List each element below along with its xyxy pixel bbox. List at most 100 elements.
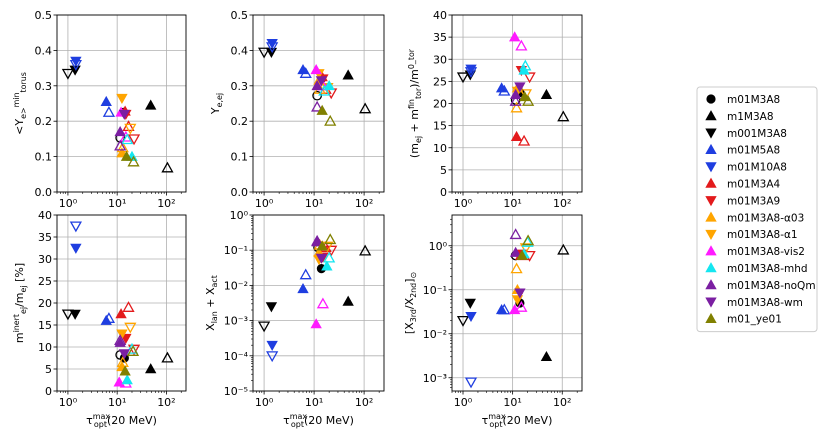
- panel-mass-sum: 10⁰ 10¹ 10² 0 5 10 15 20 25 30 35 40 (mej + mfintor)…: [407, 9, 583, 210]
- legend-marker: [705, 229, 717, 241]
- legend-marker: [705, 245, 717, 256]
- data-point: [359, 244, 372, 256]
- x-tick-label: 10⁰: [59, 197, 78, 210]
- x-axis-label: τmax opt(20 MeV): [283, 412, 354, 429]
- data-point: [519, 59, 532, 71]
- data-point: [498, 303, 511, 315]
- legend-entry: m001M3A8: [705, 128, 787, 140]
- data-point: [315, 76, 328, 87]
- y-tick-label: 10⁰: [230, 209, 249, 222]
- data-points: [456, 228, 570, 389]
- legend-label: m01M5A8: [727, 145, 780, 157]
- legend-label: m01M3A8-vis2: [727, 246, 805, 258]
- data-point: [323, 251, 336, 263]
- data-point: [297, 282, 309, 294]
- data-point: [323, 79, 335, 91]
- y-tick-label: 40: [433, 9, 447, 22]
- panel-ye-torus: 10⁰ 10¹ 10² 0.0 0.1 0.2 0.3 0.4 0.5 <Ye>mintorus: [12, 9, 187, 210]
- data-point: [521, 234, 535, 246]
- data-point: [315, 253, 328, 264]
- data-point: [69, 309, 81, 320]
- data-point: [465, 311, 477, 323]
- y-tick-label: 0.5: [231, 9, 249, 22]
- axes-frame: [252, 14, 385, 193]
- data-point: [257, 321, 271, 333]
- legend-entry: m01M3A8-wm: [705, 297, 803, 309]
- legend-entry: m01M3A8-α1: [705, 229, 798, 241]
- data-point: [299, 268, 312, 280]
- data-point: [119, 365, 131, 376]
- y-axis-label: Xlan + Xact: [204, 275, 219, 331]
- y-tick-label: 0.1: [35, 151, 53, 164]
- legend-label: m01M3A8-α1: [727, 229, 798, 241]
- legend-entry: m01M3A8-vis2: [705, 245, 805, 258]
- y-tick-label: 0.2: [35, 115, 53, 128]
- y-tick-label: 10: [433, 142, 447, 155]
- y-tick-label: 10⁰: [429, 240, 448, 253]
- legend-entry: m01M10A8: [705, 162, 787, 174]
- data-point: [312, 90, 322, 101]
- x-axis-label: τmax opt(20 MeV): [86, 412, 157, 429]
- y-tick-label: 10⁻⁴: [224, 350, 249, 363]
- legend-marker: [705, 297, 717, 308]
- data-point: [464, 377, 478, 389]
- y-tick-label: 0.1: [231, 151, 249, 164]
- y-tick-label: 10⁻³: [423, 372, 447, 385]
- legend-label: m01M3A8-noQm: [727, 280, 816, 292]
- y-tick-label: 10⁻¹: [224, 244, 248, 257]
- legend-label: m01M3A8-α03: [727, 212, 804, 224]
- legend-marker: [705, 211, 717, 222]
- x-tick-label: 10¹: [503, 197, 521, 210]
- x-tick-label: 10⁰: [255, 396, 274, 409]
- legend-entry: m01M3A8-mhd: [705, 262, 808, 275]
- legend-marker: [705, 279, 717, 290]
- data-point: [515, 39, 528, 51]
- data-point: [510, 101, 523, 113]
- data-point: [509, 246, 522, 257]
- data-point: [509, 228, 522, 240]
- data-point: [311, 100, 324, 112]
- panel-ye-ej: 10⁰ 10¹ 10² 0.0 0.1 0.2 0.3 0.4 0.5 Ye,ej: [209, 9, 385, 210]
- data-point: [515, 300, 528, 312]
- y-tick-label: 5: [45, 363, 52, 376]
- data-point: [124, 322, 137, 334]
- y-tick-label: 0.0: [231, 186, 249, 199]
- y-tick-label: 15: [38, 319, 52, 332]
- data-point: [517, 134, 531, 146]
- data-point: [311, 234, 324, 246]
- data-point: [325, 245, 338, 257]
- data-point: [266, 39, 278, 50]
- data-point: [118, 109, 131, 120]
- data-point: [120, 150, 133, 161]
- data-point: [523, 72, 536, 84]
- data-point: [509, 31, 521, 42]
- data-point: [102, 106, 116, 117]
- data-points: [61, 221, 174, 388]
- data-points: [61, 56, 174, 173]
- data-point: [316, 104, 328, 115]
- x-axis-label: τmax opt(20 MeV): [482, 412, 553, 429]
- y-tick-label: 0.0: [35, 186, 53, 199]
- data-point: [521, 94, 535, 106]
- y-tick-label: 10⁻¹: [423, 284, 447, 297]
- panel-inert-mass: 10⁰ 10¹ 10² 0 5 10 15 20 25 30 35 40 minertej/mej [%…: [12, 209, 187, 429]
- x-tick-label: 10¹: [503, 396, 521, 409]
- data-point: [510, 130, 523, 141]
- data-point: [70, 243, 82, 254]
- y-axis-label: <Ye>mintorus: [12, 72, 28, 135]
- y-axis-label: Ye,ej: [209, 93, 224, 115]
- data-point: [121, 133, 134, 145]
- y-tick-label: 10⁻³: [224, 315, 248, 328]
- x-tick-label: 10²: [157, 197, 175, 210]
- y-tick-label: 40: [38, 209, 52, 222]
- y-tick-label: 30: [38, 253, 52, 266]
- y-tick-label: 0.3: [231, 80, 249, 93]
- data-point: [310, 318, 322, 329]
- legend-marker: [705, 128, 717, 139]
- legend-entry: m01M3A8: [706, 94, 780, 106]
- legend-label: m01M3A4: [727, 179, 781, 191]
- legend-entry: m01M5A8: [705, 143, 780, 157]
- y-tick-label: 0.3: [35, 80, 53, 93]
- data-point: [161, 161, 174, 173]
- data-points: [257, 233, 372, 363]
